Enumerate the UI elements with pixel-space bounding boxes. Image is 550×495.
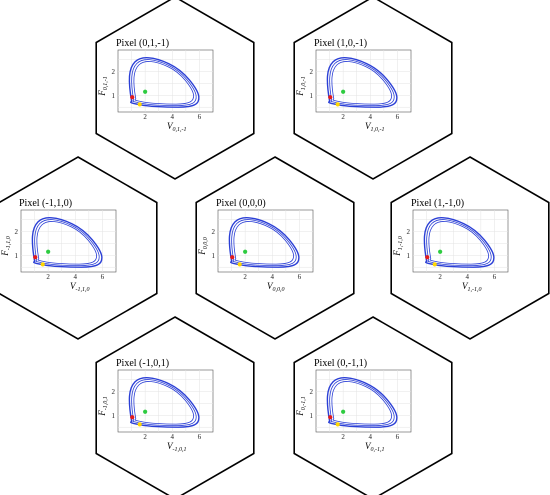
panel-title: Pixel (0,-1,1): [314, 358, 367, 369]
panel-title: Pixel (0,1,-1): [116, 38, 169, 49]
y-axis-label: F1,0,-1: [295, 76, 307, 97]
state-point: [46, 249, 51, 254]
x-tick-label: 2: [341, 113, 345, 121]
y-tick-label: 2: [112, 68, 116, 76]
orbit-curve: [36, 221, 97, 265]
panel-title: Pixel (1,-1,0): [411, 198, 464, 209]
y-axis-label: F0,-1,1: [295, 396, 307, 417]
y-tick-label: 2: [15, 228, 19, 236]
pixel-panel: Pixel (0,-1,1) 2 4 6 1 2 V0,-1,1 F0,-1,1: [293, 316, 453, 495]
x-axis-label: V0,-1,1: [365, 441, 385, 453]
y-axis-label: F1,-1,0: [392, 236, 404, 257]
state-point: [40, 262, 45, 267]
state-point: [143, 89, 148, 94]
state-point: [335, 102, 340, 107]
panel-title: Pixel (-1,0,1): [116, 358, 169, 369]
x-tick-label: 2: [143, 433, 147, 441]
x-tick-label: 2: [438, 273, 442, 281]
x-axis-label: V1,0,-1: [365, 121, 385, 133]
x-axis-label: V0,0,0: [267, 281, 285, 293]
state-point: [230, 255, 235, 260]
orbit-curve: [133, 381, 194, 425]
x-tick-label: 6: [198, 113, 202, 121]
state-point: [438, 249, 443, 254]
y-tick-label: 2: [212, 228, 216, 236]
y-tick-label: 2: [407, 228, 411, 236]
y-tick-label: 1: [407, 252, 411, 260]
y-axis-label: F0,1,-1: [97, 76, 109, 97]
x-tick-label: 6: [396, 433, 400, 441]
orbit-curve: [131, 379, 197, 427]
panel-title: Pixel (1,0,-1): [314, 38, 367, 49]
y-tick-label: 1: [15, 252, 19, 260]
y-tick-label: 1: [310, 412, 314, 420]
state-point: [243, 249, 248, 254]
state-point: [130, 415, 135, 420]
state-point: [425, 255, 430, 260]
x-tick-label: 2: [341, 433, 345, 441]
orbit-curve: [133, 61, 194, 105]
pixel-panel: Pixel (-1,1,0) 2 4 6 1 2 V-1,1,0 F-1,1,0: [0, 156, 158, 340]
state-point: [137, 422, 142, 427]
pixel-panel: Pixel (1,0,-1) 2 4 6 1 2 V1,0,-1 F1,0,-1: [293, 0, 453, 180]
orbit-curve: [331, 381, 392, 425]
state-point: [33, 255, 38, 260]
state-point: [341, 89, 346, 94]
x-tick-label: 4: [271, 273, 275, 281]
pixel-panel: Pixel (-1,0,1) 2 4 6 1 2 V-1,0,1 F-1,0,1: [95, 316, 255, 495]
state-point: [341, 409, 346, 414]
x-tick-label: 4: [369, 113, 373, 121]
x-tick-label: 2: [143, 113, 147, 121]
state-point: [328, 415, 333, 420]
x-tick-label: 6: [198, 433, 202, 441]
y-tick-label: 2: [310, 68, 314, 76]
x-axis-label: V-1,0,1: [167, 441, 187, 453]
state-point: [328, 95, 333, 100]
x-tick-label: 4: [369, 433, 373, 441]
x-axis-label: V1,-1,0: [462, 281, 482, 293]
y-tick-label: 1: [112, 92, 116, 100]
y-tick-label: 2: [310, 388, 314, 396]
orbit-curve: [233, 221, 294, 265]
orbit-curve: [231, 219, 297, 267]
y-axis-label: F0,0,0: [197, 237, 209, 256]
y-axis-label: F-1,1,0: [0, 236, 12, 257]
orbit-curve: [131, 59, 197, 107]
state-point: [432, 262, 437, 267]
y-tick-label: 2: [112, 388, 116, 396]
y-tick-label: 1: [112, 412, 116, 420]
panel-title: Pixel (0,0,0): [216, 198, 266, 209]
x-tick-label: 2: [46, 273, 50, 281]
orbit-curve: [329, 379, 395, 427]
x-tick-label: 6: [101, 273, 105, 281]
x-tick-label: 6: [298, 273, 302, 281]
orbit-curve: [428, 221, 489, 265]
x-axis-label: V-1,1,0: [70, 281, 90, 293]
orbit-curve: [34, 219, 100, 267]
state-point: [137, 102, 142, 107]
y-axis-label: F-1,0,1: [97, 396, 109, 417]
pixel-panel: Pixel (0,0,0) 2 4 6 1 2 V0,0,0 F0,0,0: [195, 156, 355, 340]
x-tick-label: 2: [243, 273, 247, 281]
x-tick-label: 6: [396, 113, 400, 121]
y-tick-label: 1: [212, 252, 216, 260]
orbit-curve: [331, 61, 392, 105]
x-tick-label: 4: [74, 273, 78, 281]
x-tick-label: 4: [466, 273, 470, 281]
state-point: [143, 409, 148, 414]
state-point: [130, 95, 135, 100]
y-tick-label: 1: [310, 92, 314, 100]
state-point: [335, 422, 340, 427]
panel-title: Pixel (-1,1,0): [19, 198, 72, 209]
x-axis-label: V0,1,-1: [167, 121, 187, 133]
orbit-curve: [329, 59, 395, 107]
x-tick-label: 4: [171, 113, 175, 121]
state-point: [237, 262, 242, 267]
x-tick-label: 6: [493, 273, 497, 281]
orbit-curve: [426, 219, 492, 267]
pixel-panel: Pixel (1,-1,0) 2 4 6 1 2 V1,-1,0 F1,-1,0: [390, 156, 550, 340]
x-tick-label: 4: [171, 433, 175, 441]
pixel-panel: Pixel (0,1,-1) 2 4 6 1 2 V0,1,-1 F0,1,-1: [95, 0, 255, 180]
